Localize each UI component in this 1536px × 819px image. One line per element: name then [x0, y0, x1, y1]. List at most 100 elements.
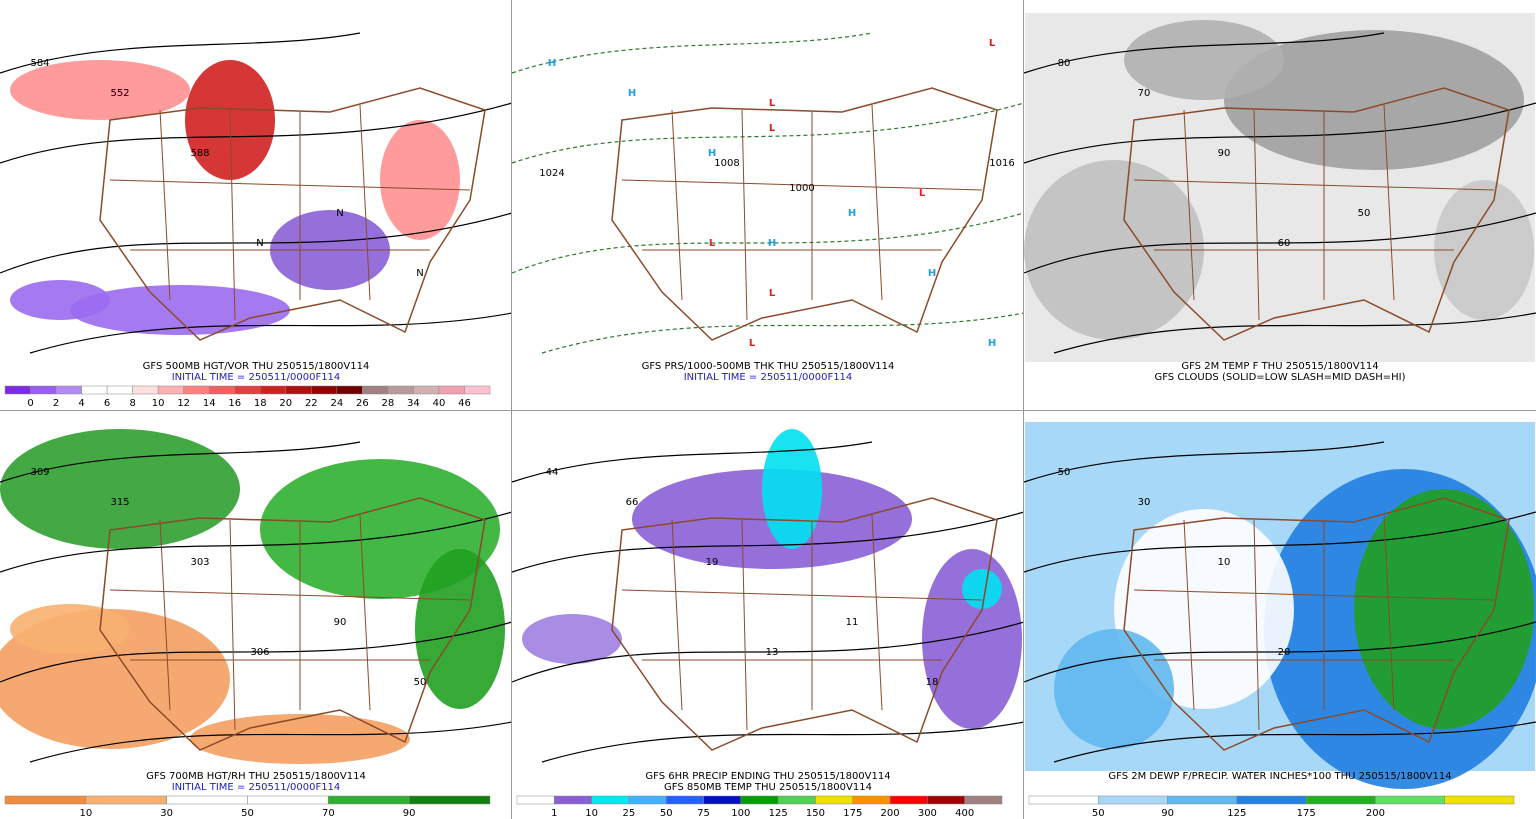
- map-label: 44: [546, 467, 559, 478]
- colorbar-box: [1167, 795, 1238, 805]
- colorbar-box: [106, 385, 133, 395]
- contour: [0, 102, 513, 164]
- contour: [511, 212, 1025, 274]
- state-line: [229, 109, 236, 321]
- colorbar-box: [157, 385, 184, 395]
- state-line: [109, 179, 471, 191]
- map-label: H: [708, 148, 716, 159]
- colorbar-box: [408, 795, 491, 805]
- colorbar-box: [336, 385, 363, 395]
- colorbar-box: [166, 795, 248, 805]
- map-label: N: [256, 238, 263, 249]
- map-label: 19: [706, 557, 719, 568]
- map-label: 90: [1218, 148, 1231, 159]
- panel: 584 552 588 N N N GFS 500MB HGT/VOR THU 250515…: [0, 13, 513, 409]
- map-label: H: [548, 58, 556, 69]
- map-label: L: [769, 123, 776, 134]
- map-label: 10: [1218, 557, 1231, 568]
- state-line: [1383, 514, 1395, 711]
- map-label: 90: [334, 617, 347, 628]
- map-label: 303: [190, 557, 209, 568]
- state-line: [1183, 519, 1195, 711]
- contour: [29, 721, 513, 763]
- colorbar-label: 20: [279, 398, 292, 409]
- colorbar-label: 40: [433, 398, 446, 409]
- caption: GFS 2M DEWP F/PRECIP. WATER INCHES*100 T…: [1108, 771, 1451, 782]
- contour: [511, 32, 873, 74]
- shaded-area: [10, 60, 190, 120]
- map-label: L: [769, 288, 776, 299]
- contour: [0, 32, 361, 74]
- colorbar-label: 10: [585, 808, 598, 819]
- contour: [0, 511, 513, 573]
- colorbar-box: [554, 795, 592, 805]
- colorbar-label: 125: [1227, 808, 1246, 819]
- colorbar-label: 125: [769, 808, 788, 819]
- map-label: H: [928, 268, 936, 279]
- contour: [1023, 102, 1536, 164]
- colorbar-box: [1375, 795, 1445, 805]
- panel: 309 315 303 306 90 50 GFS 700MB HGT/RH THU 250…: [0, 422, 513, 819]
- colorbar-box: [234, 385, 261, 395]
- border: [99, 87, 486, 341]
- map-label: H: [848, 208, 856, 219]
- map-label: L: [769, 98, 776, 109]
- state-line: [159, 109, 171, 301]
- state-line: [109, 589, 471, 601]
- colorbar-label: 300: [918, 808, 937, 819]
- map-label: N: [416, 268, 423, 279]
- map-label: 309: [30, 467, 49, 478]
- shaded-area: [1354, 489, 1534, 729]
- contour: [541, 312, 1025, 354]
- map-label: L: [709, 238, 716, 249]
- shaded-area: [10, 604, 130, 654]
- colorbar-box: [1098, 795, 1168, 805]
- map-label: H: [628, 88, 636, 99]
- colorbar-label: 100: [731, 808, 750, 819]
- colorbar-label: 46: [458, 398, 471, 409]
- map-label: 584: [30, 58, 49, 69]
- caption: INITIAL TIME = 250511/0000F114: [684, 372, 853, 383]
- state-line: [1183, 109, 1195, 301]
- map: 50 30 10 20: [1023, 422, 1536, 789]
- map-label: 30: [1138, 497, 1151, 508]
- caption: INITIAL TIME = 250511/0000F114: [172, 372, 341, 383]
- colorbar-label: 25: [623, 808, 636, 819]
- colorbar-label: 16: [228, 398, 241, 409]
- colorbar-label: 26: [356, 398, 369, 409]
- map-label: 80: [1058, 58, 1071, 69]
- colorbar-box: [260, 385, 287, 395]
- colorbar-label: 70: [322, 808, 335, 819]
- shaded-area: [762, 429, 822, 549]
- map-label: 20: [1278, 647, 1291, 658]
- colorbar-box: [1236, 795, 1307, 805]
- colorbar-box: [964, 795, 1003, 805]
- colorbar-label: 90: [1161, 808, 1174, 819]
- border: [611, 87, 998, 341]
- map-label: L: [749, 338, 756, 349]
- map-label: 1008: [714, 158, 739, 169]
- map-label: 18: [926, 677, 939, 688]
- colorbar-box: [927, 795, 965, 805]
- caption: INITIAL TIME = 250511/0000F114: [172, 782, 341, 793]
- map-label: 315: [110, 497, 129, 508]
- map-label: 66: [626, 497, 639, 508]
- colorbar-label: 22: [305, 398, 318, 409]
- panel: H H H H H H H L L L L L L L 1024 1016 1008 1000 GFS PRS/10…: [511, 13, 1025, 383]
- map-label: N: [336, 208, 343, 219]
- state-line: [871, 514, 883, 711]
- colorbar-box: [464, 385, 491, 395]
- map: H H H H H H H L L L L L L L 1024 1016 1008 1000: [511, 13, 1025, 362]
- state-line: [741, 519, 748, 731]
- state-line: [671, 109, 683, 301]
- colorbar-label: 50: [241, 808, 254, 819]
- colorbar-label: 1: [551, 808, 557, 819]
- state-line: [741, 109, 748, 321]
- colorbar-label: 8: [129, 398, 135, 409]
- state-line: [621, 179, 983, 191]
- colorbar-label: 200: [881, 808, 900, 819]
- contour: [1053, 721, 1536, 763]
- contour: [541, 721, 1025, 763]
- state-line: [871, 104, 883, 301]
- colorbar-box: [1305, 795, 1376, 805]
